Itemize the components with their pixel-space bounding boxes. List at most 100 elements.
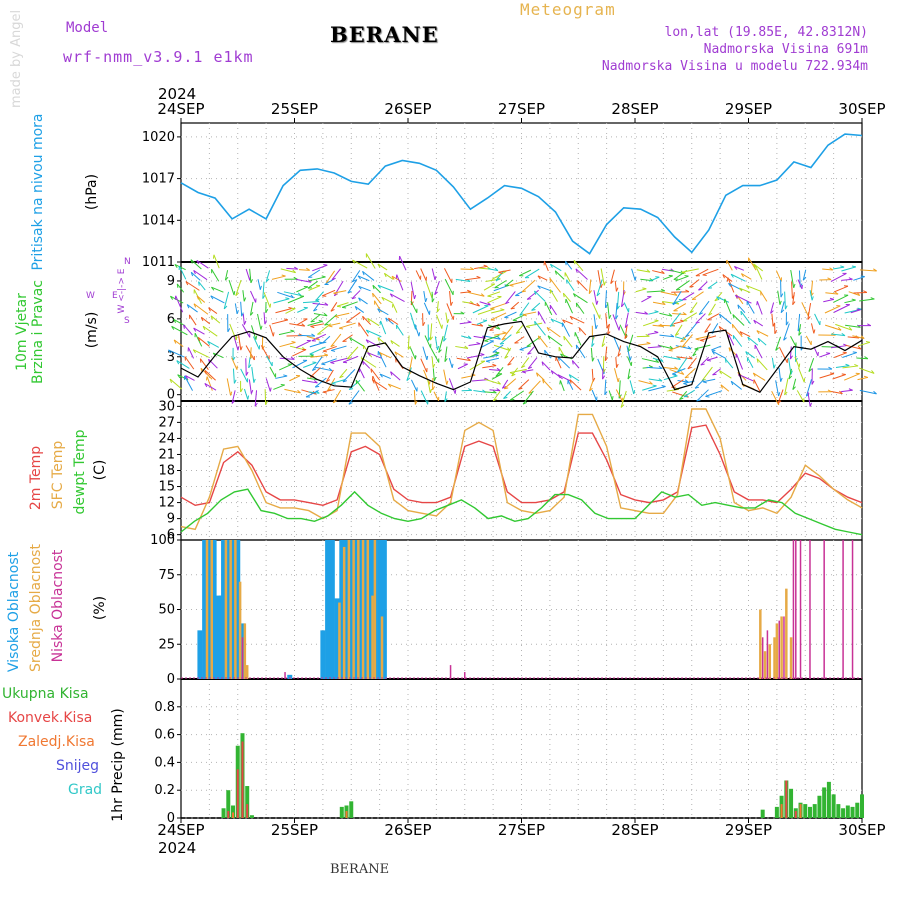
wind-arrow-head [705,395,710,398]
wind-arrow-head [596,292,601,297]
wind-arrow-head [740,310,742,316]
wind-arrow [436,301,439,313]
wind-arrow-head [351,297,356,300]
wind-arrow-head [549,278,552,283]
y-tick-label-p: 1011 [142,255,175,270]
cloud-bar [206,540,212,679]
wind-arrow-head [243,297,247,302]
wind-arrow-head [285,297,290,300]
wind-arrow-head [695,321,700,324]
wind-arrow-head [573,260,576,265]
wind-arrow-head [321,363,326,366]
wind-arrow-head [406,377,411,381]
wind-arrow [480,340,494,349]
cloud-bar [358,540,364,679]
wind-arrow-head [328,325,333,328]
wind-arrow [312,302,329,306]
wind-arrow [410,379,418,392]
wind-arrow-head [829,372,835,375]
wind-arrow [280,268,296,274]
wind-arrow [714,292,723,302]
wind-arrow-head [714,298,719,302]
wind-arrow [322,289,336,297]
wind-arrow-head [330,309,335,312]
wind-arrow [662,275,673,280]
precip-bar [822,787,827,818]
wind-arrow-head [682,312,687,316]
wind-arrow-head [518,387,523,390]
wind-arrow-head [735,294,739,299]
wind-arrow-head [413,294,417,300]
cloud-bar [783,616,785,679]
wind-arrow-head [333,292,338,295]
wind-arrow [648,385,666,392]
wind-arrow-head [857,345,862,350]
wind-arrow [474,265,488,270]
wind-arrow [436,314,443,329]
temp-ylabel-dewpt: dewpt Temp [72,429,88,514]
wind-arrow [283,291,302,296]
wind-arrow [313,302,321,312]
wind-arrow-head [339,327,344,330]
wind-arrow [673,320,685,325]
wind-arrow-head [654,330,659,333]
wind-arrow [550,318,565,325]
x-tick-label-top: 29SEP [725,100,772,118]
wind-arrow [175,295,184,313]
wind-arrow-head [669,345,674,350]
precip-bar [841,808,846,818]
wind-arrow [245,268,251,281]
wind-arrow [859,269,877,272]
wind-arrow-head [698,312,703,315]
wind-arrow-head [352,259,356,264]
wind-arrow [652,324,664,328]
wind-arrow [434,336,438,350]
wind-arrow-head [588,290,592,294]
wind-arrow [620,390,627,408]
wind-arrow-head [756,330,760,335]
wind-arrow [687,357,697,370]
wind-arrow-head [537,275,541,280]
wind-arrow-head [497,380,501,385]
wind-arrow-head [331,382,336,385]
wind-arrow-head [679,397,684,400]
wind-arrow [719,313,732,325]
wind-arrow [550,370,563,380]
wind-arrow [792,292,795,305]
cloud-bar [243,623,247,679]
wind-arrow [719,370,732,379]
y-tick-label-r: 0.4 [154,755,175,770]
precip-bar [774,806,779,818]
wind-arrow [797,279,803,290]
wind-arrow [681,334,693,348]
wind-arrow [663,355,681,361]
wind-arrow [333,290,347,294]
wind-arrow-head [730,381,734,386]
wind-arrow [359,368,365,379]
wind-arrow [433,391,440,402]
wind-arrow [490,302,507,310]
wind-arrow [852,335,865,339]
wind-arrow-head [169,378,173,384]
wind-arrow-head [236,310,239,315]
wind-arrow-head [311,333,316,337]
wind-arrow [248,357,251,368]
wind-arrow [724,298,732,315]
wind-arrow-head [190,259,193,264]
cloud-bar [320,630,326,679]
cloud-bar [799,540,802,679]
wind-arrow-head [575,268,578,273]
wind-arrow [173,318,186,327]
wind-arrow [659,345,674,350]
wind-arrow [574,332,582,346]
wind-arrow [578,327,587,336]
cloud-bar [353,540,359,679]
wind-arrow-head [681,271,686,274]
wind-arrow [322,389,335,393]
wind-arrow [331,268,341,281]
wind-arrow-head [516,331,521,334]
wind-arrow-head [204,383,208,388]
wind-arrow-head [811,380,815,385]
wind-arrow [526,289,539,300]
wind-arrow-head [841,332,846,337]
